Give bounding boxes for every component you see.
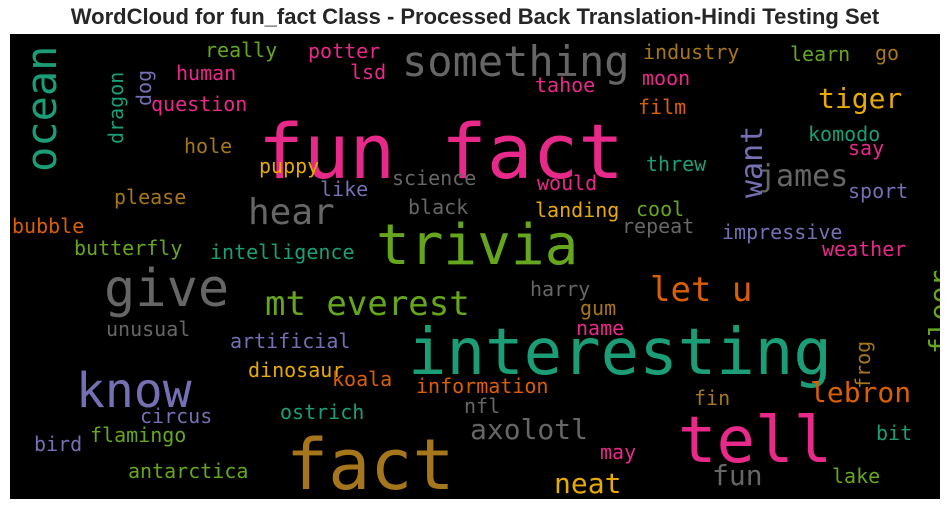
word-impressive: impressive [722,220,842,244]
word-moon: moon [642,66,690,90]
word-lake: lake [832,464,880,488]
word-hole: hole [184,134,232,158]
word-james: james [758,159,848,194]
word-fun: fun [712,459,763,492]
word-really: really [205,38,277,62]
word-black: black [408,195,468,219]
word-tell: tell [678,404,832,478]
word-fin: fin [694,386,730,410]
word-koala: koala [332,367,392,391]
word-cool: cool [636,197,684,221]
word-know: know [76,363,192,419]
chart-title: WordCloud for fun_fact Class - Processed… [70,4,880,29]
word-like: like [320,177,368,201]
word-dinosaur: dinosaur [248,358,344,382]
word-want: want [735,126,770,198]
word-intelligence: intelligence [210,240,355,264]
word-bubble: bubble [12,214,84,238]
word-name: name [576,316,624,340]
wordcloud-canvas: fun fact interesting fact trivia tell give kno… [10,34,940,499]
word-give: give [104,259,229,319]
word-artificial: artificial [230,329,350,353]
word-butterfly: butterfly [74,236,182,260]
word-komodo: komodo [808,122,880,146]
word-question: question [151,92,247,116]
word-fun-fact: fun fact [258,107,624,196]
word-mt-everest: mt everest [265,284,470,324]
word-harry: harry [530,277,590,301]
word-flamingo: flamingo [90,423,186,447]
word-would: would [537,171,597,195]
word-weather: weather [822,237,906,261]
word-circus: circus [140,404,212,428]
word-unusual: unusual [106,317,190,341]
wordcloud-background [10,34,940,499]
word-tahoe: tahoe [535,73,595,97]
word-industry: industry [643,40,739,64]
word-frog: frog [851,341,875,389]
word-tiger: tiger [818,82,902,115]
word-hear: hear [248,192,335,233]
word-floor: floor [923,270,940,354]
wordcloud-panel: fun fact interesting fact trivia tell give kno… [10,34,940,499]
word-lsd: lsd [350,60,386,84]
word-puppy: puppy [259,154,319,178]
word-axolotl: axolotl [470,413,588,446]
word-film: film [638,95,686,119]
word-information: information [416,374,548,398]
word-antarctica: antarctica [128,459,248,483]
word-please: please [114,185,186,209]
word-repeat: repeat [622,214,694,238]
word-dragon: dragon [104,72,128,144]
word-let-u: let u [650,270,752,310]
word-trivia: trivia [376,213,578,278]
word-may: may [600,440,636,464]
word-learn: learn [790,42,850,66]
word-science: science [392,166,476,190]
word-sport: sport [848,179,908,203]
word-bird: bird [34,432,82,456]
word-gum: gum [580,296,616,320]
word-landing: landing [535,198,619,222]
word-human: human [176,61,236,85]
word-bit: bit [876,421,912,445]
word-threw: threw [646,152,707,176]
word-fact: fact [286,424,455,499]
word-ocean: ocean [17,46,66,172]
word-dog: dog [132,70,156,106]
word-ostrich: ostrich [280,400,364,424]
word-say: say [848,136,884,160]
word-interesting: interesting [408,316,832,390]
word-neat: neat [554,467,621,499]
word-lebron: lebron [810,376,911,409]
word-go: go [875,41,899,65]
word-potter: potter [308,39,380,63]
word-something: something [402,37,630,86]
word-nfl: nfl [464,394,500,418]
